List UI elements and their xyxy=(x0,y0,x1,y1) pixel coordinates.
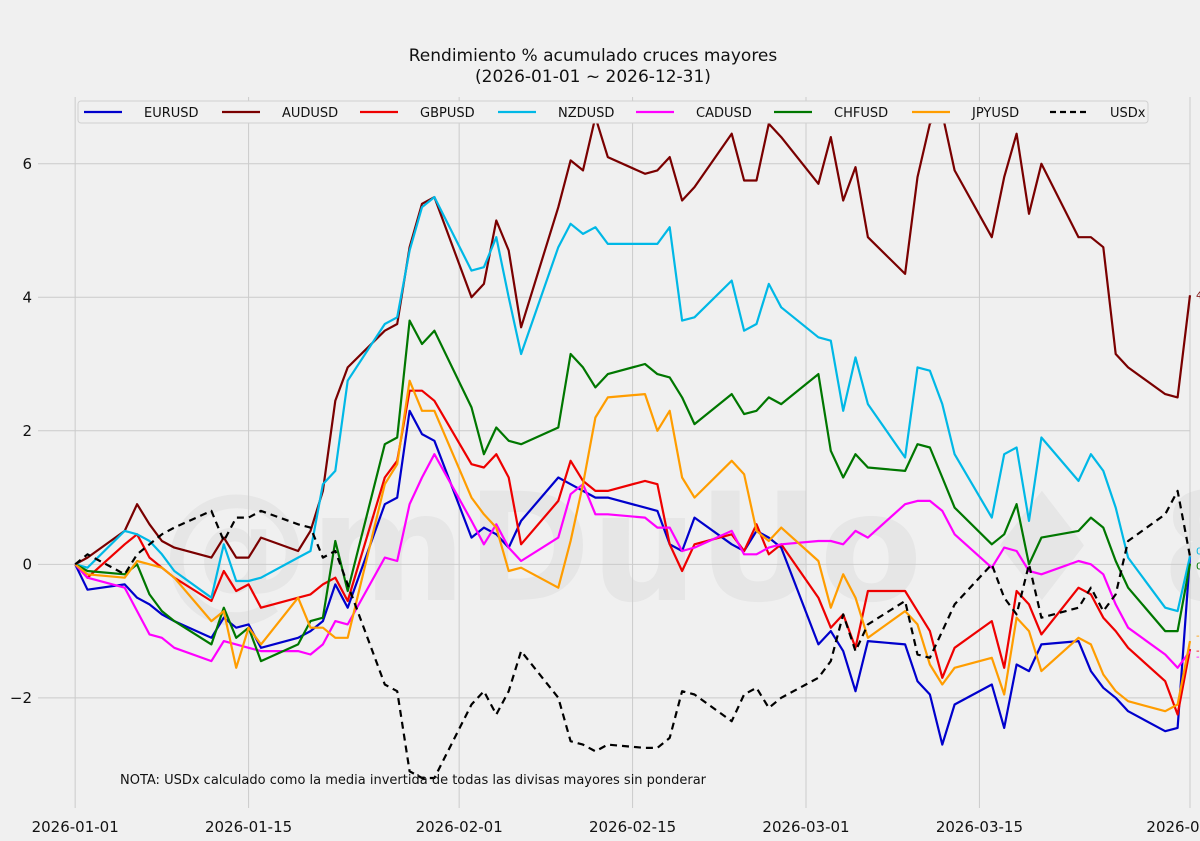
x-axis-ticks: 2026-01-01 2026-01-15 2026-02-01 2026-02-15… xyxy=(32,818,1200,836)
legend-label-chfusd: CHFUSD xyxy=(834,106,888,121)
end-labels: 4.03% -1.27% 0.12% -1.3% 0.01% -1.15% xyxy=(1196,290,1200,663)
y-tick-label: 2 xyxy=(22,422,32,440)
x-tick-label: 2026-02-15 xyxy=(589,818,676,836)
legend-label-nzdusd: NZDUSD xyxy=(558,106,614,121)
x-tick-label: 2026-02-01 xyxy=(416,818,503,836)
legend-label-usdx: USDx xyxy=(1110,106,1146,121)
series-layer xyxy=(74,112,1192,780)
chart-note: NOTA: USDx calculado como la media inver… xyxy=(120,773,707,788)
series-line-chfusd xyxy=(74,319,1192,663)
end-label-nzdusd: 0.12% xyxy=(1196,546,1200,557)
end-label-jpyusd: -1.15% xyxy=(1196,631,1200,642)
legend-label-audusd: AUDUSD xyxy=(282,106,338,121)
legend-label-jpyusd: JPYUSD xyxy=(971,106,1019,121)
legend: EURUSD AUDUSD GBPUSD NZDUSD CADUSD CHFUSD JPYU… xyxy=(77,100,1149,124)
y-tick-label: 0 xyxy=(22,555,32,573)
series-line-gbpusd xyxy=(74,389,1192,716)
chart-title: Rendimiento % acumulado cruces mayores xyxy=(409,46,778,66)
end-label-gbpusd: -1.27% xyxy=(1196,646,1200,657)
end-label-cadusd: -1.3% xyxy=(1196,652,1200,663)
y-tick-label: 6 xyxy=(22,155,32,173)
x-tick-label: 2026-01-15 xyxy=(205,818,292,836)
y-tick-label: −2 xyxy=(10,689,32,707)
legend-label-gbpusd: GBPUSD xyxy=(420,106,475,121)
x-tick-label: 2026-03-15 xyxy=(936,818,1023,836)
series-line-jpyusd xyxy=(74,379,1192,713)
series-line-nzdusd xyxy=(74,196,1192,613)
end-label-audusd: 4.03% xyxy=(1196,290,1200,301)
y-tick-label: 4 xyxy=(22,288,32,306)
series-line-usdx xyxy=(74,489,1192,780)
series-line-audusd xyxy=(74,112,1192,566)
legend-label-cadusd: CADUSD xyxy=(696,106,752,121)
x-tick-label: 2026-03-01 xyxy=(762,818,849,836)
x-tick-label: 2026-04-01 xyxy=(1146,818,1200,836)
end-label-chfusd: 0.01% xyxy=(1196,562,1200,573)
chart-subtitle: (2026-01-01 ~ 2026-12-31) xyxy=(475,67,711,87)
y-axis-ticks: −2 0 2 4 6 xyxy=(10,155,32,707)
x-tick-label: 2026-01-01 xyxy=(32,818,119,836)
legend-frame xyxy=(77,100,1149,124)
legend-label-eurusd: EURUSD xyxy=(144,106,199,121)
